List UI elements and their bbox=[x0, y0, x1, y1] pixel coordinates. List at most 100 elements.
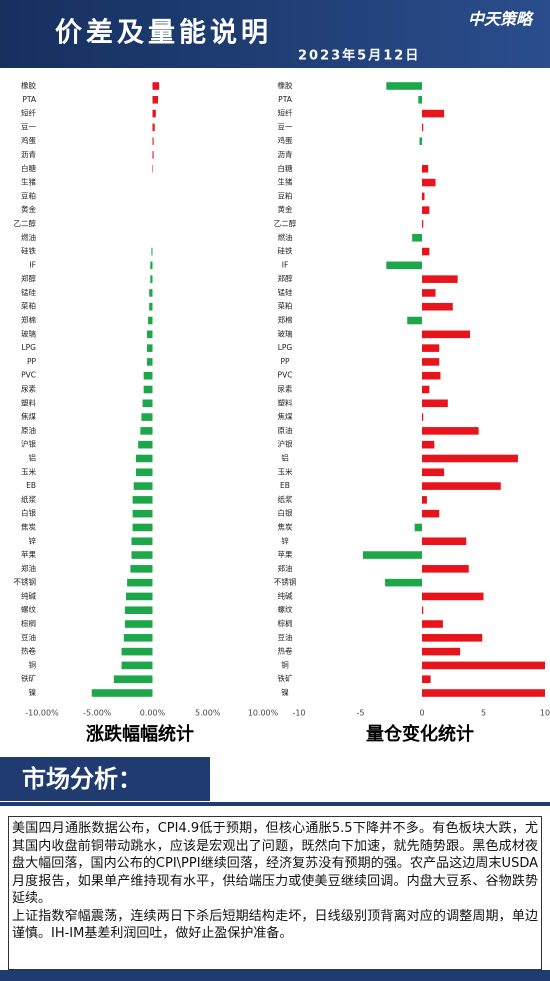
y-tick-label: 黄金 bbox=[21, 204, 36, 214]
bar bbox=[386, 82, 422, 90]
y-tick-label: 郑油 bbox=[21, 563, 36, 573]
y-tick-label: 锌 bbox=[29, 535, 37, 545]
y-tick-label: 铜 bbox=[281, 659, 289, 669]
y-tick-label: 尿素 bbox=[278, 384, 293, 394]
y-tick-label: IF bbox=[282, 260, 289, 269]
bar bbox=[146, 344, 153, 352]
bar bbox=[422, 537, 467, 546]
y-tick-label: 螺纹 bbox=[278, 604, 293, 614]
bar bbox=[131, 551, 153, 559]
x-tick-label: 5 bbox=[481, 709, 486, 718]
y-tick-label: 郑棉 bbox=[278, 315, 293, 325]
y-tick-label: 铝 bbox=[29, 452, 37, 462]
bar bbox=[146, 330, 153, 339]
y-tick-label: 纸浆 bbox=[21, 494, 36, 504]
bar bbox=[151, 247, 153, 256]
bar bbox=[422, 399, 448, 408]
y-tick-label: 不锈钢 bbox=[274, 577, 297, 587]
y-tick-label: 乙二醇 bbox=[274, 218, 297, 228]
y-tick-label: 豆一 bbox=[278, 122, 293, 131]
y-tick-label: 尿素 bbox=[21, 384, 36, 394]
bar bbox=[422, 509, 440, 518]
bar bbox=[135, 468, 153, 477]
bar bbox=[146, 358, 153, 366]
bar bbox=[422, 220, 424, 228]
y-tick-label: 黄金 bbox=[278, 204, 293, 214]
logo: 中天策略 bbox=[468, 10, 534, 29]
y-tick-label: PTA bbox=[278, 95, 293, 104]
y-tick-label: 苹果 bbox=[278, 549, 293, 559]
y-tick-label: 硅铁 bbox=[278, 246, 293, 256]
bar bbox=[422, 634, 483, 642]
bar bbox=[121, 647, 153, 656]
y-tick-label: EB bbox=[26, 481, 36, 490]
bar bbox=[422, 385, 430, 394]
bar bbox=[121, 661, 153, 670]
y-tick-label: 锰硅 bbox=[278, 287, 293, 297]
x-tick-label: 0 bbox=[419, 709, 424, 718]
y-tick-label: 燃油 bbox=[278, 232, 293, 242]
bar bbox=[422, 344, 440, 352]
y-tick-label: 原油 bbox=[278, 425, 293, 435]
bar bbox=[152, 137, 154, 145]
y-tick-label: 豆粕 bbox=[21, 190, 36, 200]
bar bbox=[414, 523, 422, 532]
y-tick-label: 沪银 bbox=[21, 439, 36, 449]
y-tick-label: 焦煤 bbox=[278, 411, 293, 421]
y-tick-label: EB bbox=[280, 481, 290, 490]
y-tick-label: 燃油 bbox=[21, 232, 36, 242]
y-tick-label: 白银 bbox=[278, 508, 293, 518]
y-tick-label: 玉米 bbox=[278, 466, 293, 476]
bar bbox=[133, 482, 153, 490]
bar bbox=[422, 468, 445, 477]
bar bbox=[141, 413, 153, 421]
y-tick-label: 橡胶 bbox=[278, 80, 293, 90]
y-tick-label: 白糖 bbox=[21, 163, 36, 173]
bar bbox=[124, 606, 153, 615]
y-tick-label: 橡胶 bbox=[21, 80, 36, 90]
paragraph: 上证指数窄幅震荡，连续两日下杀后短期结构走坏，日线级别顶背离对应的调整周期，单边… bbox=[12, 908, 538, 942]
y-tick-label: 白银 bbox=[21, 508, 36, 518]
divider bbox=[0, 802, 550, 806]
y-tick-label: 菜粕 bbox=[278, 301, 293, 311]
y-tick-label: 塑料 bbox=[21, 397, 36, 407]
y-tick-label: 郑醇 bbox=[21, 273, 36, 283]
bar bbox=[422, 178, 436, 187]
y-tick-label: 纯碱 bbox=[278, 590, 293, 600]
bar bbox=[124, 620, 153, 628]
y-tick-label: 郑油 bbox=[278, 563, 293, 573]
y-tick-label: 热卷 bbox=[278, 646, 293, 656]
bar bbox=[422, 371, 441, 380]
x-tick-label: 10 bbox=[540, 709, 550, 718]
y-tick-label: 生猪 bbox=[21, 177, 36, 187]
bar bbox=[149, 289, 153, 297]
y-tick-label: LPG bbox=[278, 343, 293, 352]
bar bbox=[142, 399, 153, 408]
footer-band bbox=[0, 970, 550, 981]
bar bbox=[131, 537, 153, 546]
y-tick-label: 纯碱 bbox=[21, 590, 36, 600]
bar bbox=[152, 151, 154, 159]
bar bbox=[422, 592, 484, 601]
y-tick-label: 铜 bbox=[29, 659, 37, 669]
bar bbox=[422, 275, 458, 283]
bar bbox=[422, 661, 545, 670]
bar bbox=[418, 96, 422, 104]
y-tick-label: 锰硅 bbox=[21, 287, 36, 297]
y-tick-label: PP bbox=[280, 357, 290, 366]
y-tick-label: 豆一 bbox=[21, 122, 36, 131]
x-tick-label: 5.00% bbox=[195, 709, 221, 718]
y-tick-label: 玻璃 bbox=[278, 328, 293, 338]
bar bbox=[152, 123, 155, 132]
y-tick-label: 硅铁 bbox=[21, 246, 36, 256]
y-tick-label: 郑醇 bbox=[278, 273, 293, 283]
y-tick-label: 棕榈 bbox=[21, 618, 36, 628]
bar bbox=[407, 316, 422, 325]
bar bbox=[422, 247, 430, 256]
bar bbox=[125, 592, 153, 601]
x-tick-label: -5.00% bbox=[83, 709, 112, 718]
y-tick-label: 热卷 bbox=[21, 646, 36, 656]
bar bbox=[412, 233, 422, 242]
y-tick-label: 纸浆 bbox=[278, 494, 293, 504]
